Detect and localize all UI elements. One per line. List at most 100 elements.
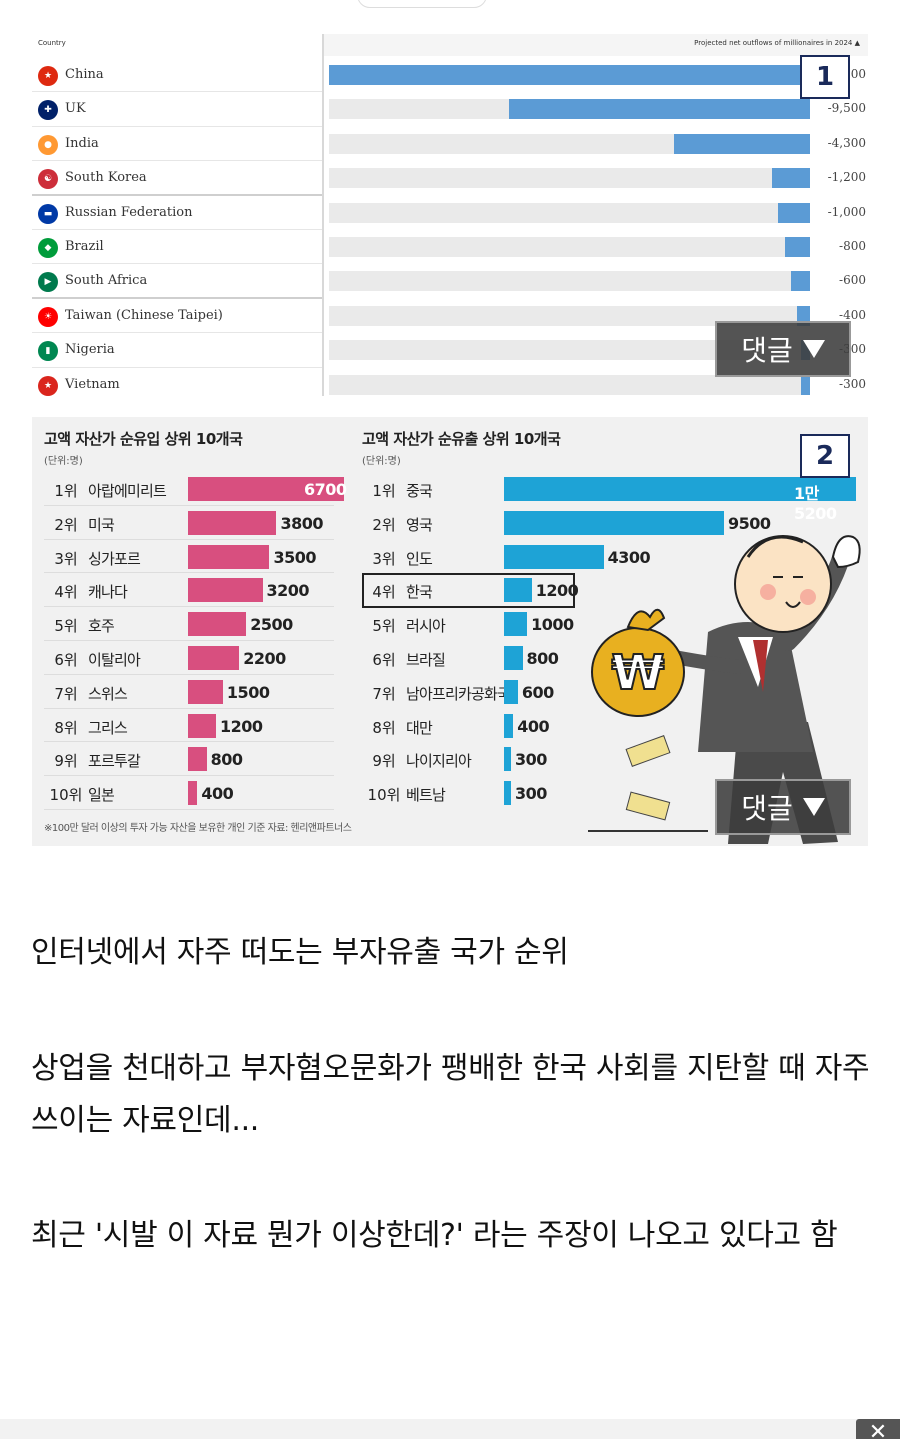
flag-icon: ▮ bbox=[38, 341, 58, 362]
rank-label: 5위 bbox=[372, 617, 396, 636]
inflow-value: 2500 bbox=[250, 615, 293, 635]
outflow-value: 400 bbox=[517, 716, 550, 736]
flag-icon: ◆ bbox=[38, 238, 58, 258]
outflow-row: 3위 인도 4300 bbox=[362, 540, 651, 574]
country-row: ☯ South Korea -1,200 bbox=[32, 161, 868, 196]
country-name: 캐나다 bbox=[88, 583, 128, 602]
outflow-row: 10위 베트남 300 bbox=[362, 776, 578, 810]
inflow-value: 6700 bbox=[304, 480, 347, 499]
outflow-bar bbox=[504, 646, 523, 670]
country-name: South Korea bbox=[65, 170, 147, 186]
inflow-row: 1위 아랍에미리트 6700 bbox=[44, 472, 347, 506]
outflow-value: 1만5200 bbox=[794, 484, 837, 523]
inflow-bar bbox=[188, 544, 270, 569]
country-name: Taiwan (Chinese Taipei) bbox=[65, 307, 223, 323]
close-icon[interactable]: ✕ bbox=[856, 1419, 900, 1439]
country-row: ● India -4,300 bbox=[32, 127, 868, 162]
flag-icon: ● bbox=[38, 134, 58, 155]
chevron-down-icon bbox=[802, 798, 825, 816]
rank-label: 4위 bbox=[372, 583, 396, 602]
article-paragraph-3: 최근 '시발 이 자료 뭔가 이상한데?' 라는 주장이 나오고 있다고 함 bbox=[31, 1218, 838, 1253]
inflow-value: 3500 bbox=[273, 547, 317, 567]
country-name: UK bbox=[65, 101, 86, 117]
outflow-bar bbox=[673, 133, 810, 154]
country-name: Nigeria bbox=[65, 342, 115, 358]
comment-button-2[interactable]: 댓글 bbox=[715, 779, 851, 835]
country-name: 싱가포르 bbox=[88, 549, 141, 568]
country-row: ◆ Brazil -800 bbox=[32, 230, 868, 265]
country-name: 스위스 bbox=[88, 684, 128, 703]
outflow-value: 1200 bbox=[535, 581, 579, 601]
country-name: 브라질 bbox=[406, 651, 446, 669]
country-name: 호주 bbox=[88, 617, 115, 636]
outflow-value: 300 bbox=[514, 784, 547, 804]
outflow-bar bbox=[504, 747, 511, 772]
inflow-value: 2200 bbox=[243, 649, 286, 668]
inflow-row: 3위 싱가포르 3500 bbox=[44, 540, 334, 574]
bar-track bbox=[329, 271, 810, 292]
outflow-value: 4300 bbox=[607, 547, 651, 567]
inflow-row: 10위 일본 400 bbox=[44, 776, 334, 810]
country-name: Brazil bbox=[65, 239, 104, 254]
comment-label: 댓글 bbox=[741, 334, 793, 367]
country-name: 인도 bbox=[406, 549, 433, 568]
rank-label: 5위 bbox=[54, 617, 78, 636]
inflow-row: 7위 스위스 1500 bbox=[44, 675, 334, 709]
inflow-value: 1500 bbox=[226, 682, 270, 702]
outflow-row: 1위 중국 1만5200 bbox=[362, 472, 856, 523]
rank-label: 3위 bbox=[54, 549, 78, 568]
outflow-bar bbox=[784, 237, 810, 257]
bar-track bbox=[329, 340, 810, 361]
country-name: 베트남 bbox=[406, 786, 446, 805]
outflow-value: 300 bbox=[514, 750, 547, 770]
country-name: China bbox=[65, 67, 104, 82]
outflow-row: 8위 대만 400 bbox=[362, 709, 578, 743]
rank-label: 1위 bbox=[372, 482, 396, 500]
outflow-value: -1,200 bbox=[827, 170, 866, 185]
country-name: 나이지리아 bbox=[406, 752, 472, 771]
outflow-value: -600 bbox=[839, 273, 866, 288]
country-name: 대만 bbox=[406, 718, 433, 737]
country-name: 미국 bbox=[88, 515, 115, 534]
inflow-value: 800 bbox=[210, 750, 243, 770]
top-pill[interactable] bbox=[357, 0, 487, 8]
outflow-bar bbox=[504, 713, 514, 738]
country-name: 중국 bbox=[406, 482, 433, 500]
inflow-row: 6위 이탈리아 2200 bbox=[44, 641, 334, 675]
outflow-value: 800 bbox=[526, 649, 559, 668]
outflow-bar bbox=[772, 168, 810, 189]
inflow-value: 3200 bbox=[266, 581, 310, 601]
outflow-value: -800 bbox=[839, 239, 866, 253]
outflow-chart-image: Country Projected net outflows of millio… bbox=[32, 32, 868, 396]
outflow-bar bbox=[791, 271, 810, 292]
rank-label: 8위 bbox=[54, 718, 78, 737]
bar-track bbox=[329, 305, 810, 326]
rank-label: 4위 bbox=[54, 583, 78, 602]
article-paragraph-2: 상업을 천대하고 부자혐오문화가 팽배한 한국 사회를 지탄할 때 자주 쓰이는… bbox=[31, 1051, 870, 1138]
country-row: ☀ Taiwan (Chinese Taipei) -400 bbox=[32, 299, 868, 334]
outflow-bar bbox=[504, 578, 532, 603]
inflow-row: 9위 포르투갈 800 bbox=[44, 742, 334, 777]
country-name: 일본 bbox=[88, 786, 115, 805]
country-row: ▶ South Africa -600 bbox=[32, 264, 868, 299]
header-bar bbox=[324, 34, 868, 56]
inflow-bar bbox=[188, 747, 207, 772]
rank-label: 6위 bbox=[54, 651, 78, 669]
comment-button[interactable]: 댓글 bbox=[715, 321, 851, 377]
outflow-bar bbox=[509, 99, 810, 120]
outflow-bar bbox=[504, 510, 724, 535]
outflow-bar bbox=[504, 477, 856, 501]
rank-label: 7위 bbox=[372, 684, 396, 703]
country-row: ★ Vietnam -300 bbox=[32, 368, 868, 396]
outflow-row: 2위 영국 9500 bbox=[362, 506, 771, 540]
flag-icon: ☀ bbox=[38, 306, 58, 327]
outflow-bar bbox=[797, 305, 810, 326]
outflow-bar bbox=[329, 65, 810, 85]
header-metric: Projected net outflows of millionaires i… bbox=[694, 39, 860, 47]
flag-icon: ★ bbox=[38, 66, 58, 86]
flag-icon: ▶ bbox=[38, 272, 58, 293]
outflow-value: -9,500 bbox=[827, 101, 866, 116]
inflow-bar bbox=[188, 646, 240, 670]
outflow-bar bbox=[504, 544, 604, 569]
source-footnote: ※100만 달러 이상의 투자 가능 자산을 보유한 개인 기준 자료: 헨리앤… bbox=[44, 823, 352, 834]
